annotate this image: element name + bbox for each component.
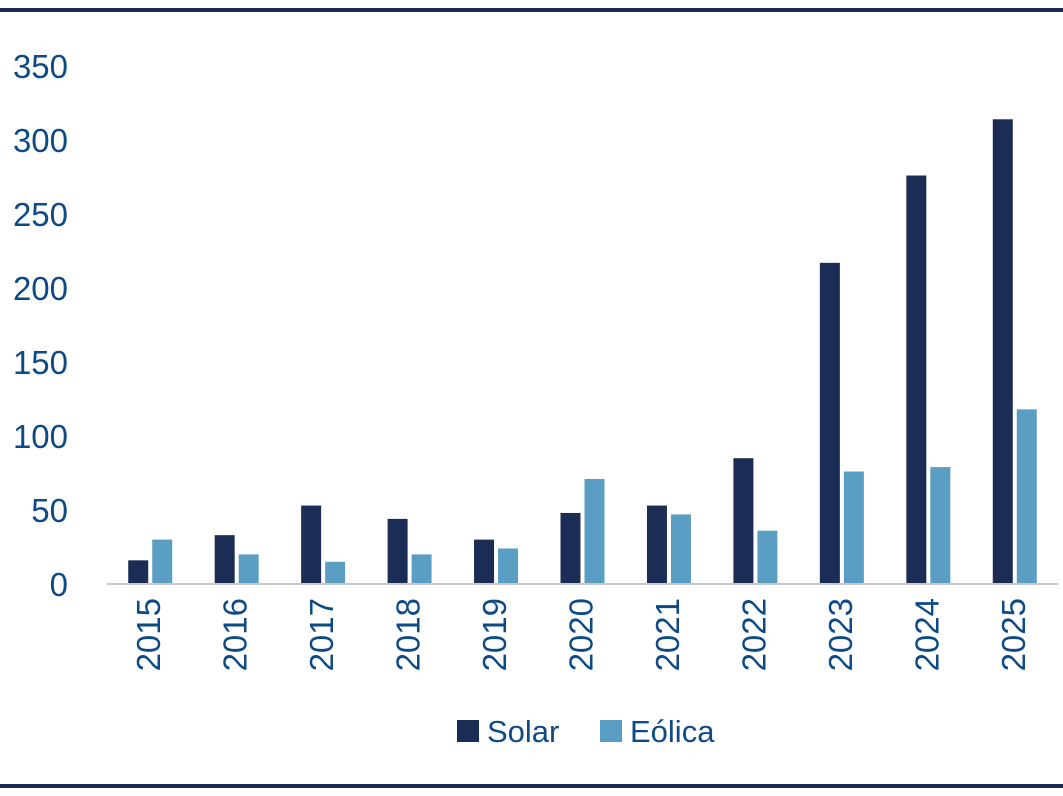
bar-e-lica-2021 xyxy=(670,514,691,584)
bar-e-lica-2023 xyxy=(843,471,864,584)
bar-solar-2019 xyxy=(474,539,495,584)
x-tick-label: 2016 xyxy=(217,598,254,671)
x-tick-label: 2021 xyxy=(649,598,686,671)
y-tick-label: 150 xyxy=(13,344,68,381)
bar-solar-2017 xyxy=(301,505,322,584)
bar-solar-2022 xyxy=(733,458,754,584)
bar-e-lica-2017 xyxy=(325,561,346,584)
bar-solar-2024 xyxy=(906,175,927,584)
y-tick-label: 200 xyxy=(13,270,68,307)
bar-solar-2025 xyxy=(992,119,1013,584)
x-tick-label: 2019 xyxy=(476,598,513,671)
legend: Solar Eólica xyxy=(457,714,715,749)
y-tick-label: 350 xyxy=(13,48,68,85)
y-tick-label: 100 xyxy=(13,418,68,455)
x-tick-label: 2023 xyxy=(822,598,859,671)
bar-solar-2020 xyxy=(560,512,581,584)
bar-solar-2021 xyxy=(646,505,667,584)
bar-e-lica-2019 xyxy=(498,548,519,584)
legend-label: Eólica xyxy=(630,714,715,749)
x-axis-tick-labels: 2015 2016 2017 2018 2019 2020 2021 2022 2023 2024… xyxy=(130,598,1032,671)
x-tick-label: 2017 xyxy=(303,598,340,671)
y-axis-tick-labels: 0 50 100 150 200 250 300 350 xyxy=(13,48,68,603)
y-tick-label: 250 xyxy=(13,196,68,233)
legend-swatch-solar xyxy=(457,720,479,742)
legend-label: Solar xyxy=(487,714,559,749)
bar-e-lica-2024 xyxy=(930,467,951,584)
top-border-rule xyxy=(0,8,1063,12)
y-tick-label: 0 xyxy=(50,566,68,603)
legend-swatch-e-lica xyxy=(600,720,622,742)
x-tick-label: 2025 xyxy=(995,598,1032,671)
bar-solar-2016 xyxy=(214,535,235,584)
bar-solar-2015 xyxy=(128,560,149,584)
bar-e-lica-2025 xyxy=(1016,409,1037,584)
bar-solar-2023 xyxy=(819,262,840,584)
bar-e-lica-2018 xyxy=(411,554,432,584)
bar-e-lica-2022 xyxy=(757,530,778,584)
x-tick-label: 2018 xyxy=(390,598,427,671)
y-tick-label: 300 xyxy=(13,122,68,159)
bar-marks xyxy=(128,119,1037,584)
x-tick-label: 2020 xyxy=(563,598,600,671)
y-tick-label: 50 xyxy=(31,492,68,529)
x-tick-label: 2022 xyxy=(735,598,772,671)
bar-e-lica-2015 xyxy=(152,539,173,584)
bar-e-lica-2020 xyxy=(584,478,605,584)
bar-solar-2018 xyxy=(387,518,408,584)
x-tick-label: 2015 xyxy=(130,598,167,671)
bar-e-lica-2016 xyxy=(238,554,259,584)
bottom-border-rule xyxy=(0,784,1063,788)
x-tick-label: 2024 xyxy=(908,598,945,671)
